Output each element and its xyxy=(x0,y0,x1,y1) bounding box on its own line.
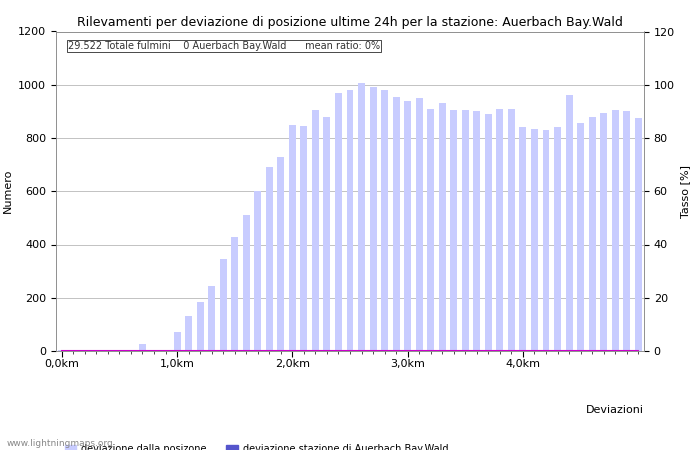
Bar xyxy=(174,333,181,351)
Bar xyxy=(462,110,469,351)
Bar xyxy=(381,90,388,351)
Bar xyxy=(635,118,642,351)
Bar xyxy=(542,130,550,351)
Bar xyxy=(208,286,215,351)
Bar xyxy=(393,97,400,351)
Text: 29.522 Totale fulmini    0 Auerbach Bay.Wald      mean ratio: 0%: 29.522 Totale fulmini 0 Auerbach Bay.Wal… xyxy=(68,41,380,51)
Bar xyxy=(312,110,319,351)
Bar xyxy=(508,109,515,351)
Bar xyxy=(254,191,261,351)
Bar xyxy=(266,167,273,351)
Bar xyxy=(243,215,250,351)
Y-axis label: Tasso [%]: Tasso [%] xyxy=(680,165,690,218)
Bar xyxy=(358,83,365,351)
Bar xyxy=(404,101,411,351)
Bar xyxy=(197,302,204,351)
Bar xyxy=(300,126,307,351)
Title: Rilevamenti per deviazione di posizione ultime 24h per la stazione: Auerbach Bay: Rilevamenti per deviazione di posizione … xyxy=(77,16,623,29)
Bar xyxy=(600,112,607,351)
Bar xyxy=(427,109,434,351)
Text: www.lightningmaps.org: www.lightningmaps.org xyxy=(7,439,113,448)
Bar xyxy=(277,157,284,351)
Bar xyxy=(346,90,354,351)
Bar xyxy=(289,125,296,351)
Bar xyxy=(623,112,630,351)
Bar xyxy=(485,114,492,351)
Bar xyxy=(220,259,227,351)
Bar xyxy=(589,117,596,351)
Bar xyxy=(450,110,457,351)
Bar xyxy=(473,112,480,351)
Bar xyxy=(519,127,526,351)
Bar xyxy=(335,93,342,351)
Bar xyxy=(370,87,377,351)
Bar xyxy=(496,109,503,351)
Bar xyxy=(139,344,146,351)
Y-axis label: Numero: Numero xyxy=(3,169,13,213)
Text: Deviazioni: Deviazioni xyxy=(586,405,644,415)
Bar xyxy=(612,110,619,351)
Bar xyxy=(531,129,538,351)
Bar xyxy=(577,123,584,351)
Bar xyxy=(185,316,192,351)
Bar xyxy=(231,237,238,351)
Bar xyxy=(554,127,561,351)
Bar xyxy=(439,104,446,351)
Bar xyxy=(58,350,65,351)
Bar xyxy=(566,95,573,351)
Bar xyxy=(323,117,330,351)
Bar xyxy=(416,98,423,351)
